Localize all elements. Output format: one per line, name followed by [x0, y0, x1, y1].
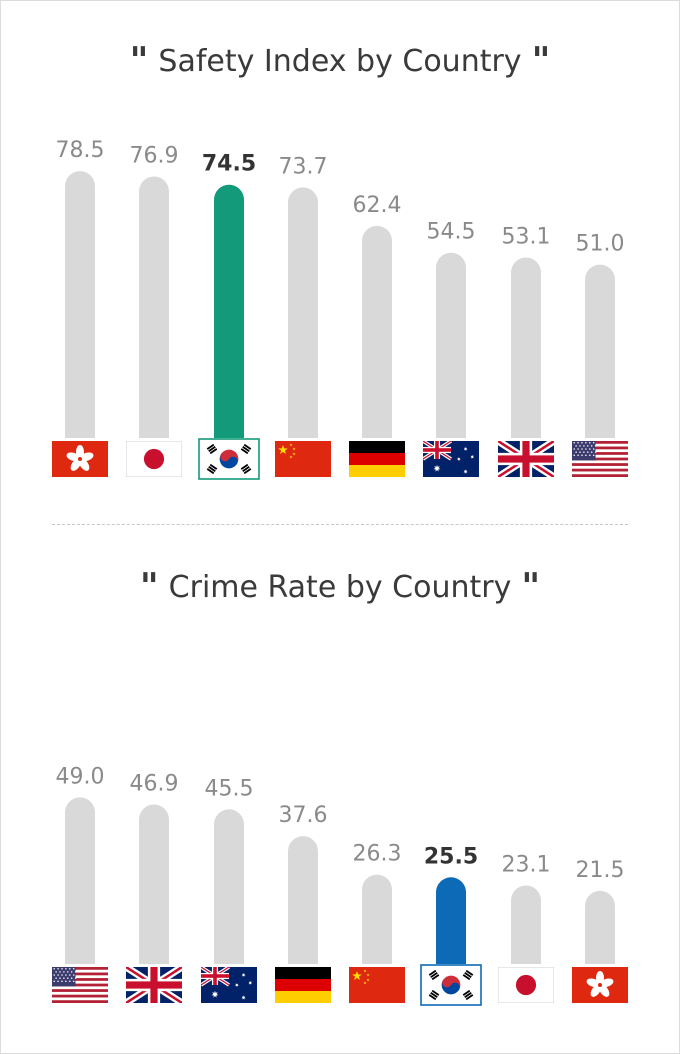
- kr-flag-icon: [198, 438, 260, 480]
- au-flag-icon: [423, 441, 479, 477]
- safety-index-chart: 78.5 76.9 74.5 73.7 62.4 54.5 53.1 51.0: [52, 138, 628, 480]
- us-flag-icon: [52, 967, 108, 1003]
- bar-group: 78.5: [52, 138, 108, 477]
- hk-flag-icon: [572, 967, 628, 1003]
- bar-group: 74.5: [198, 152, 260, 480]
- cn-flag-icon: [275, 441, 331, 477]
- crime-rate-chart: 49.0 46.9 45.5 37.6 26.3 25.5 23.1 21.5: [52, 764, 628, 1006]
- bar-group: 62.4: [349, 193, 405, 477]
- data-label: 49.0: [56, 764, 105, 789]
- bar: [139, 804, 169, 964]
- bar: [139, 176, 169, 438]
- open-quote-icon: ": [129, 40, 149, 82]
- bar: [436, 877, 466, 964]
- open-quote-icon: ": [139, 566, 159, 608]
- bar-group: 53.1: [498, 224, 554, 477]
- section-divider: [52, 524, 628, 525]
- bar-group: 23.1: [498, 852, 554, 1003]
- bar: [288, 836, 318, 964]
- data-label: 37.6: [279, 803, 328, 828]
- de-flag-icon: [275, 967, 331, 1003]
- bar: [362, 225, 392, 438]
- data-label: 25.5: [424, 844, 478, 869]
- data-label: 53.1: [502, 224, 551, 249]
- bar-group: 37.6: [275, 803, 331, 1003]
- data-label: 78.5: [56, 138, 105, 163]
- cn-flag-icon: [349, 967, 405, 1003]
- bar: [585, 264, 615, 438]
- kr-flag-icon: [420, 964, 482, 1006]
- bar: [511, 885, 541, 964]
- au-flag-icon: [201, 967, 257, 1003]
- bar-group: 76.9: [126, 144, 182, 477]
- bar: [362, 874, 392, 964]
- bar: [65, 797, 95, 964]
- us-flag-icon: [572, 441, 628, 477]
- data-label: 76.9: [130, 144, 179, 169]
- data-label: 45.5: [205, 776, 254, 801]
- bar: [214, 809, 244, 964]
- data-label: 73.7: [279, 154, 328, 179]
- data-label: 21.5: [576, 858, 625, 883]
- data-label: 62.4: [353, 193, 402, 218]
- bar-group: 21.5: [572, 858, 628, 1003]
- jp-flag-icon: [498, 967, 554, 1003]
- gb-flag-icon: [126, 967, 182, 1003]
- close-quote-icon: ": [531, 40, 551, 82]
- crime-chart-title: " Crime Rate by Country ": [0, 566, 680, 612]
- bar-group: 26.3: [349, 842, 405, 1003]
- jp-flag-icon: [126, 441, 182, 477]
- bar: [511, 257, 541, 438]
- safety-chart-title: " Safety Index by Country ": [0, 40, 680, 86]
- data-label: 23.1: [502, 852, 551, 877]
- data-label: 46.9: [130, 772, 179, 797]
- bar-group: 45.5: [201, 776, 257, 1003]
- bar: [585, 890, 615, 964]
- gb-flag-icon: [498, 441, 554, 477]
- data-label: 26.3: [353, 842, 402, 867]
- bar: [214, 184, 244, 438]
- bar: [65, 171, 95, 438]
- bar-group: 51.0: [572, 232, 628, 477]
- hk-flag-icon: [52, 441, 108, 477]
- data-label: 51.0: [576, 232, 625, 257]
- bar-group: 46.9: [126, 772, 182, 1003]
- data-label: 74.5: [202, 152, 256, 177]
- bar-group: 73.7: [275, 154, 331, 477]
- bar: [436, 252, 466, 438]
- data-label: 54.5: [427, 220, 476, 245]
- bar-group: 25.5: [420, 844, 482, 1006]
- close-quote-icon: ": [521, 566, 541, 608]
- bar-group: 49.0: [52, 764, 108, 1003]
- safety-title-text: Safety Index by Country: [158, 44, 522, 79]
- crime-title-text: Crime Rate by Country: [168, 570, 512, 605]
- bar-group: 54.5: [423, 220, 479, 477]
- de-flag-icon: [349, 441, 405, 477]
- bar: [288, 187, 318, 438]
